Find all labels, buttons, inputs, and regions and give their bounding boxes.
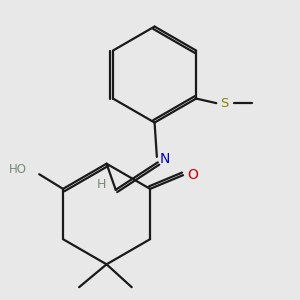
Text: O: O (188, 168, 199, 182)
Text: H: H (96, 178, 106, 191)
Text: N: N (160, 152, 170, 166)
Text: HO: HO (8, 163, 26, 176)
Text: S: S (220, 97, 229, 110)
